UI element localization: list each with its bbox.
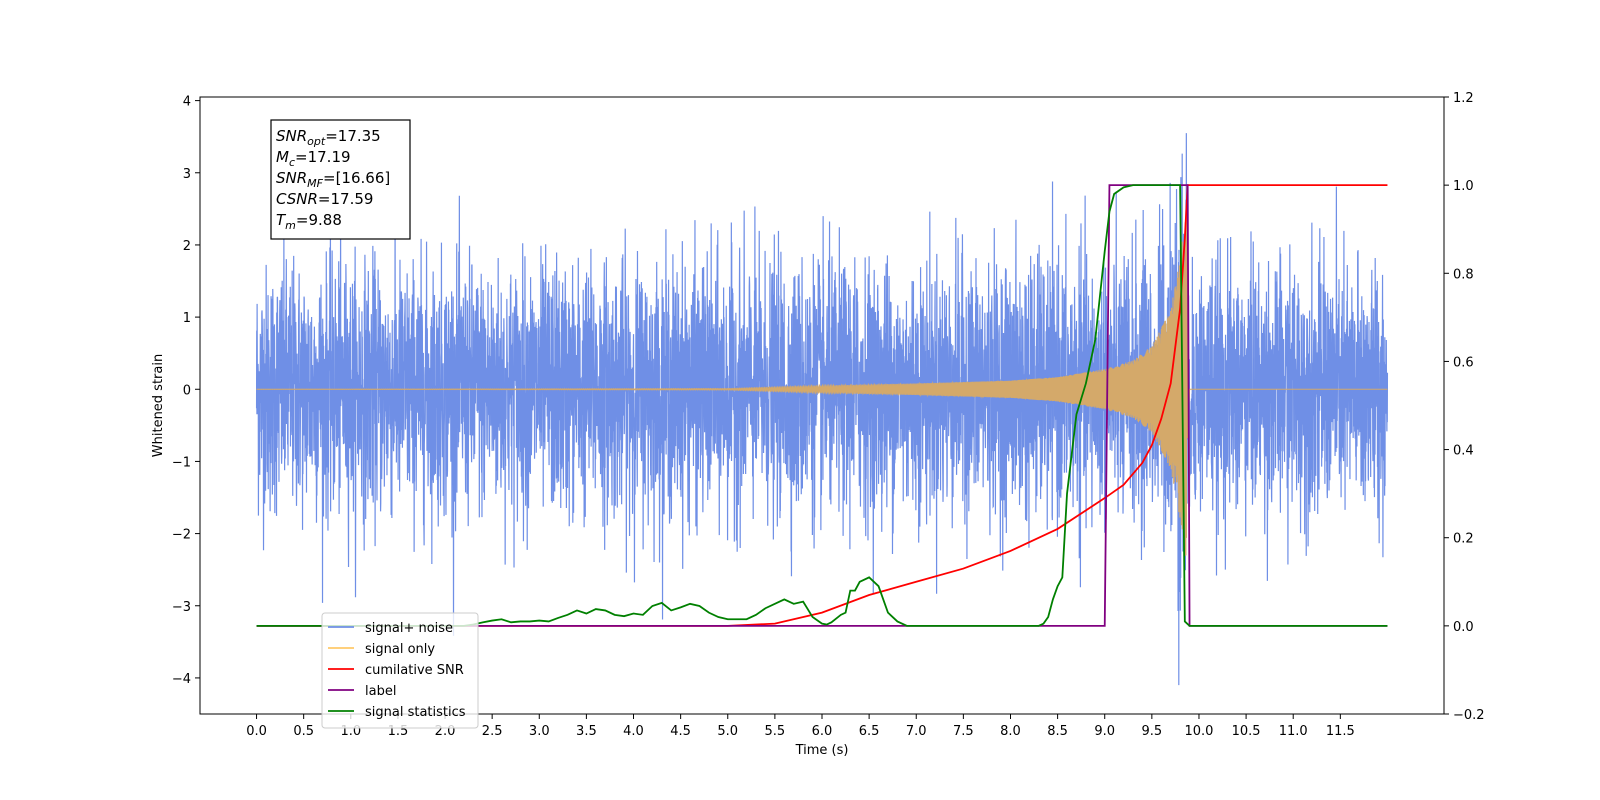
x-tick-label: 8.5 (1047, 724, 1068, 739)
x-tick-label: 7.0 (906, 724, 927, 739)
x-tick-label: 7.5 (953, 724, 974, 739)
y2-tick-label: 0.8 (1453, 267, 1474, 282)
plot-area (255, 133, 1389, 686)
y-tick-label: 0 (183, 383, 191, 398)
x-tick-label: 4.0 (623, 724, 644, 739)
x-tick-label: 4.5 (670, 724, 691, 739)
legend-entry-label: signal only (365, 642, 435, 657)
y2-tick-label: 1.0 (1453, 179, 1474, 194)
annotation-line: Tm=9.88 (276, 211, 342, 232)
legend-entry-label: label (365, 684, 396, 699)
y2-tick-label: −0.2 (1453, 708, 1485, 723)
y-tick-label: −1 (172, 455, 191, 470)
y-tick-label: 4 (183, 95, 191, 110)
y-tick-label: −4 (172, 672, 191, 687)
annotation-line: CSNR=17.59 (276, 190, 373, 208)
y2-tick-label: 0.6 (1453, 355, 1474, 370)
annotation-line: SNRMF=[16.66] (276, 169, 390, 190)
y2-tick-label: 1.2 (1453, 91, 1474, 106)
series-signal-only-line (256, 202, 1388, 556)
x-tick-label: 9.0 (1094, 724, 1115, 739)
legend-frame (321, 612, 479, 729)
x-tick-label: 3.0 (529, 724, 550, 739)
series-signal-statistics-line (256, 184, 1388, 627)
y-axis-left: 4 3 2 1 0 −1 −2 −3 −4 (172, 95, 200, 687)
x-tick-label: 2.5 (482, 724, 503, 739)
annotation-line: SNRopt=17.35 (276, 127, 381, 148)
y-tick-label: −3 (172, 600, 191, 615)
y-tick-label: −2 (172, 528, 191, 543)
legend-entry-label: cumilative SNR (365, 663, 464, 678)
x-tick-label: 11.0 (1279, 724, 1308, 739)
y-axis-label: Whitened strain (151, 354, 166, 457)
x-tick-label: 6.5 (859, 724, 880, 739)
series-signal-noise-line (255, 133, 1389, 686)
x-tick-label: 9.5 (1142, 724, 1163, 739)
x-axis-label: Time (s) (795, 743, 849, 758)
y-axis-right: 1.2 1.0 0.8 0.6 0.4 0.2 0.0 −0.2 (1444, 91, 1485, 723)
x-tick-label: 3.5 (576, 724, 597, 739)
x-tick-label: 10.5 (1232, 724, 1261, 739)
x-tick-label: 0.5 (293, 724, 314, 739)
annotation-frame (270, 119, 411, 240)
x-tick-label: 5.5 (765, 724, 786, 739)
x-tick-label: 5.0 (717, 724, 738, 739)
annotation-line: Mc=17.19 (276, 148, 351, 169)
legend-entry-label: signal+ noise (365, 621, 453, 636)
y-tick-label: 2 (183, 239, 191, 254)
x-tick-label: 6.0 (812, 724, 833, 739)
x-tick-label: 10.0 (1184, 724, 1213, 739)
x-tick-label: 8.0 (1000, 724, 1021, 739)
y-tick-label: 3 (183, 167, 191, 182)
legend: signal+ noise signal only cumilative SNR la… (321, 612, 479, 729)
legend-entry-label: signal statistics (365, 705, 466, 720)
y2-tick-label: 0.2 (1453, 532, 1474, 547)
y2-tick-label: 0.0 (1453, 620, 1474, 635)
y-tick-label: 1 (183, 311, 191, 326)
series-cumulative-snr-line (256, 184, 1388, 627)
y2-tick-label: 0.4 (1453, 444, 1474, 459)
x-tick-label: 0.0 (246, 724, 267, 739)
x-tick-label: 11.5 (1326, 724, 1355, 739)
annotation-box: SNRopt=17.35Mc=17.19SNRMF=[16.66]CSNR=17… (270, 119, 411, 240)
